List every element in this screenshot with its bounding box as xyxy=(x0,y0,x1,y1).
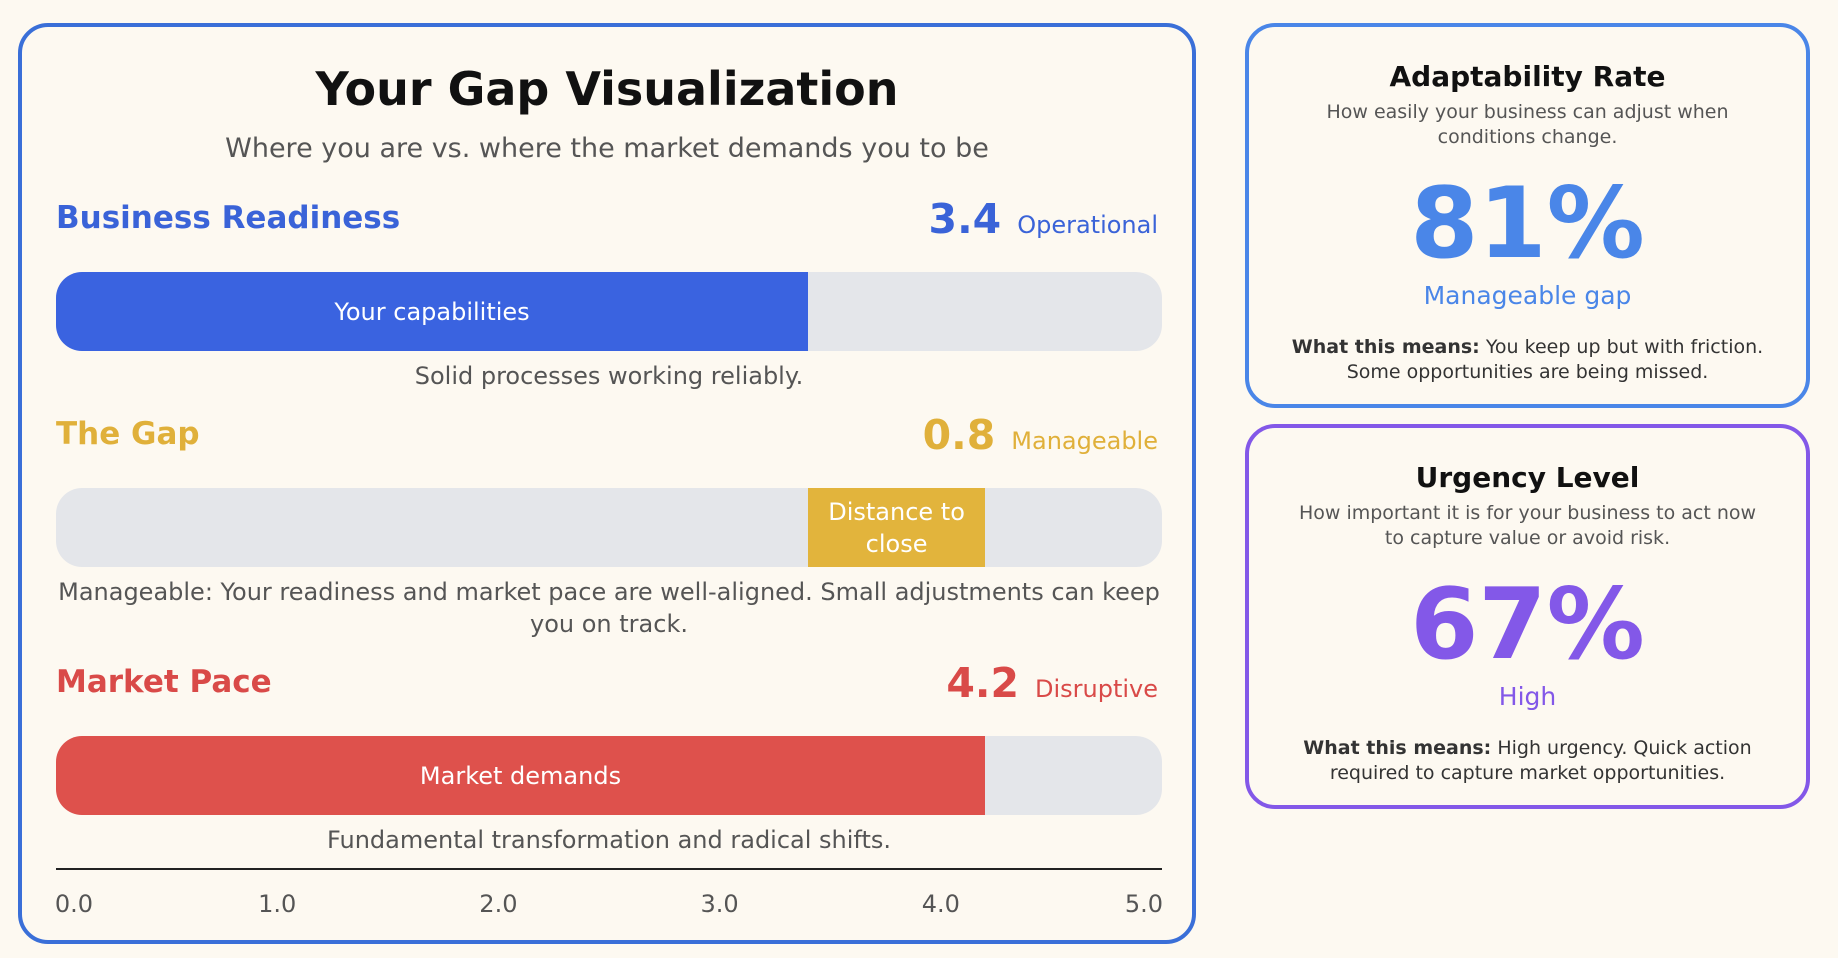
readiness-bar-label: Your capabilities xyxy=(334,297,530,326)
adaptability-card: Adaptability Rate How easily your busine… xyxy=(1245,23,1810,408)
market-status: Disruptive xyxy=(1034,675,1158,703)
urgency-description: How important it is for your business to… xyxy=(1298,502,1757,549)
readiness-score-group: 3.4 Operational xyxy=(929,195,1158,243)
panel-title: Your Gap Visualization xyxy=(315,62,899,116)
gap-visualization-panel: Your Gap Visualization Where you are vs.… xyxy=(18,23,1196,944)
market-bar-label: Market demands xyxy=(419,761,622,790)
gap-bar-label: Distance to close xyxy=(828,497,965,558)
market-label: Market Pace xyxy=(56,664,272,700)
gap-bar-track: Distance to close xyxy=(56,488,1162,567)
adaptability-percent: 81% xyxy=(1410,167,1645,281)
readiness-bar-track: Your capabilities xyxy=(56,272,1162,351)
readiness-status: Operational xyxy=(1017,211,1158,239)
urgency-meaning-text: High urgency. Quick action required to c… xyxy=(1329,737,1752,784)
readiness-bar-fill: Your capabilities xyxy=(56,272,809,351)
scale-axis-line xyxy=(56,868,1162,870)
urgency-level: High xyxy=(1498,682,1557,711)
readiness-description: Solid processes working reliably. xyxy=(414,362,804,390)
gap-score-group: 0.8 Manageable xyxy=(923,411,1158,459)
readiness-score: 3.4 xyxy=(928,195,1002,243)
urgency-meaning-label: What this means: xyxy=(1303,737,1492,759)
adaptability-title: Adaptability Rate xyxy=(1389,60,1666,93)
adaptability-meaning-label: What this means: xyxy=(1291,336,1480,358)
panel-subtitle: Where you are vs. where the market deman… xyxy=(225,133,989,164)
scale-tick-label: 0.0 xyxy=(54,890,94,918)
adaptability-description: How easily your business can adjust when… xyxy=(1326,101,1729,148)
scale-tick-label: 4.0 xyxy=(921,890,960,918)
scale-tick-label: 1.0 xyxy=(258,890,297,918)
market-description: Fundamental transformation and radical s… xyxy=(327,826,891,854)
adaptability-meaning-text: You keep up but with friction. Some oppo… xyxy=(1346,336,1764,383)
market-score-group: 4.2 Disruptive xyxy=(946,659,1158,707)
urgency-percent: 67% xyxy=(1410,568,1645,682)
gap-description: Manageable: Your readiness and market pa… xyxy=(58,578,1160,638)
urgency-meaning: What this means: High urgency. Quick act… xyxy=(1289,736,1766,786)
market-bar-track: Market demands xyxy=(56,736,1162,815)
gap-bar-fill: Distance to close xyxy=(808,488,986,567)
scale-tick-label: 5.0 xyxy=(1124,890,1164,918)
urgency-title: Urgency Level xyxy=(1415,461,1640,494)
urgency-card: Urgency Level How important it is for yo… xyxy=(1245,424,1810,809)
readiness-label: Business Readiness xyxy=(56,200,401,236)
gap-score: 0.8 xyxy=(922,411,996,459)
market-score: 4.2 xyxy=(946,659,1019,707)
adaptability-level: Manageable gap xyxy=(1423,281,1632,310)
gap-status: Manageable xyxy=(1011,427,1158,455)
gap-label: The Gap xyxy=(56,416,200,452)
scale-tick-label: 3.0 xyxy=(700,890,739,918)
adaptability-meaning: What this means: You keep up but with fr… xyxy=(1289,335,1766,385)
scale-tick-label: 2.0 xyxy=(479,890,518,918)
market-bar-fill: Market demands xyxy=(56,736,986,815)
